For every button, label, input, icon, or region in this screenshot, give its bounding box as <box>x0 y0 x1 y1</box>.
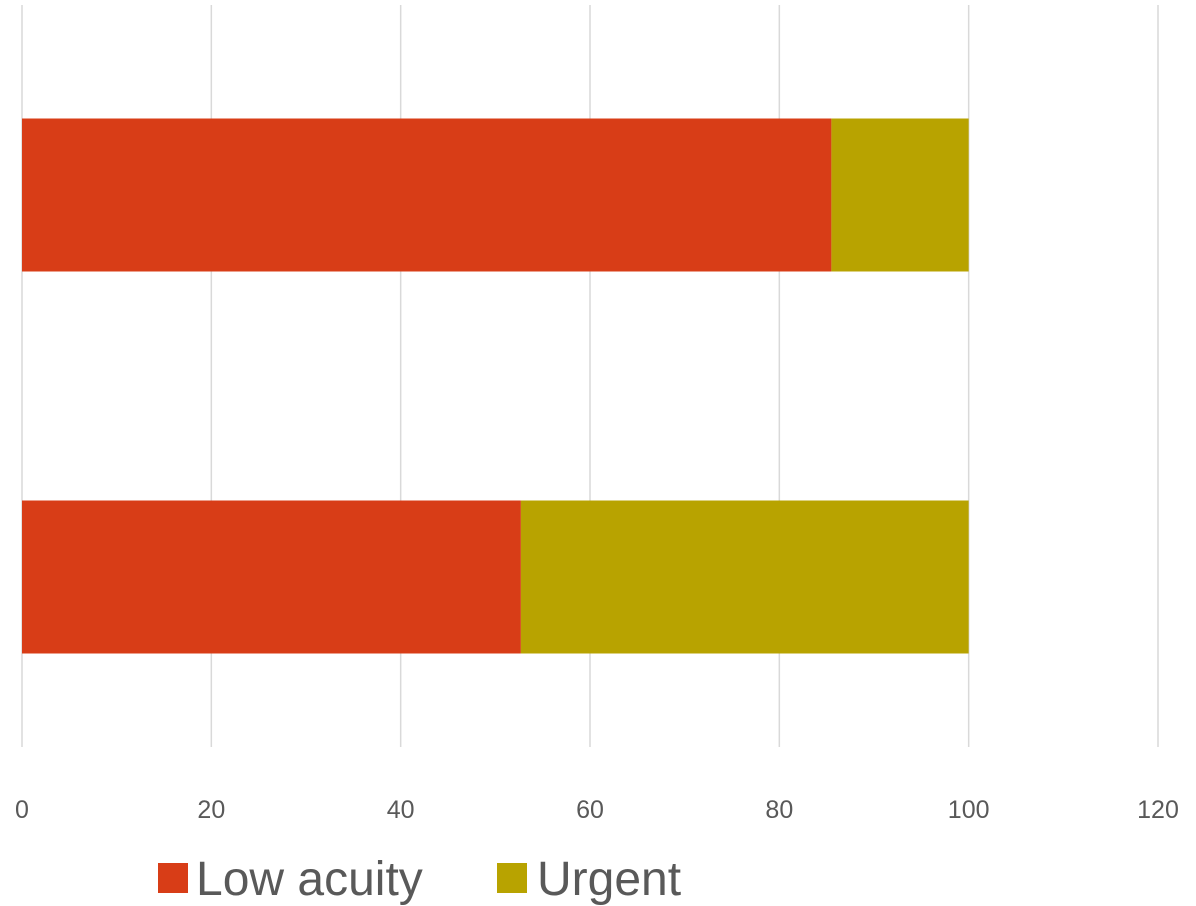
x-tick-label-4: 80 <box>765 796 793 824</box>
bar-urgent-1 <box>520 500 969 654</box>
bar-low-acuity-1 <box>22 500 521 654</box>
legend: Low acuity Urgent <box>158 853 681 906</box>
x-tick-label-6: 120 <box>1137 796 1179 824</box>
legend-label-urgent: Urgent <box>537 853 681 906</box>
x-tick-label-3: 60 <box>576 796 604 824</box>
x-tick-label-1: 20 <box>197 796 225 824</box>
legend-swatch-low-acuity <box>158 863 188 893</box>
x-tick-label-2: 40 <box>387 796 415 824</box>
x-tick-label-0: 0 <box>15 796 29 824</box>
bar-urgent-0 <box>831 118 969 272</box>
x-axis-tick-labels: 0 20 40 60 80 100 120 <box>15 796 1179 824</box>
bar-low-acuity-0 <box>22 118 832 272</box>
bar-series <box>22 118 969 654</box>
x-tick-label-5: 100 <box>948 796 990 824</box>
legend-label-low-acuity: Low acuity <box>196 853 423 906</box>
legend-swatch-urgent <box>497 863 527 893</box>
